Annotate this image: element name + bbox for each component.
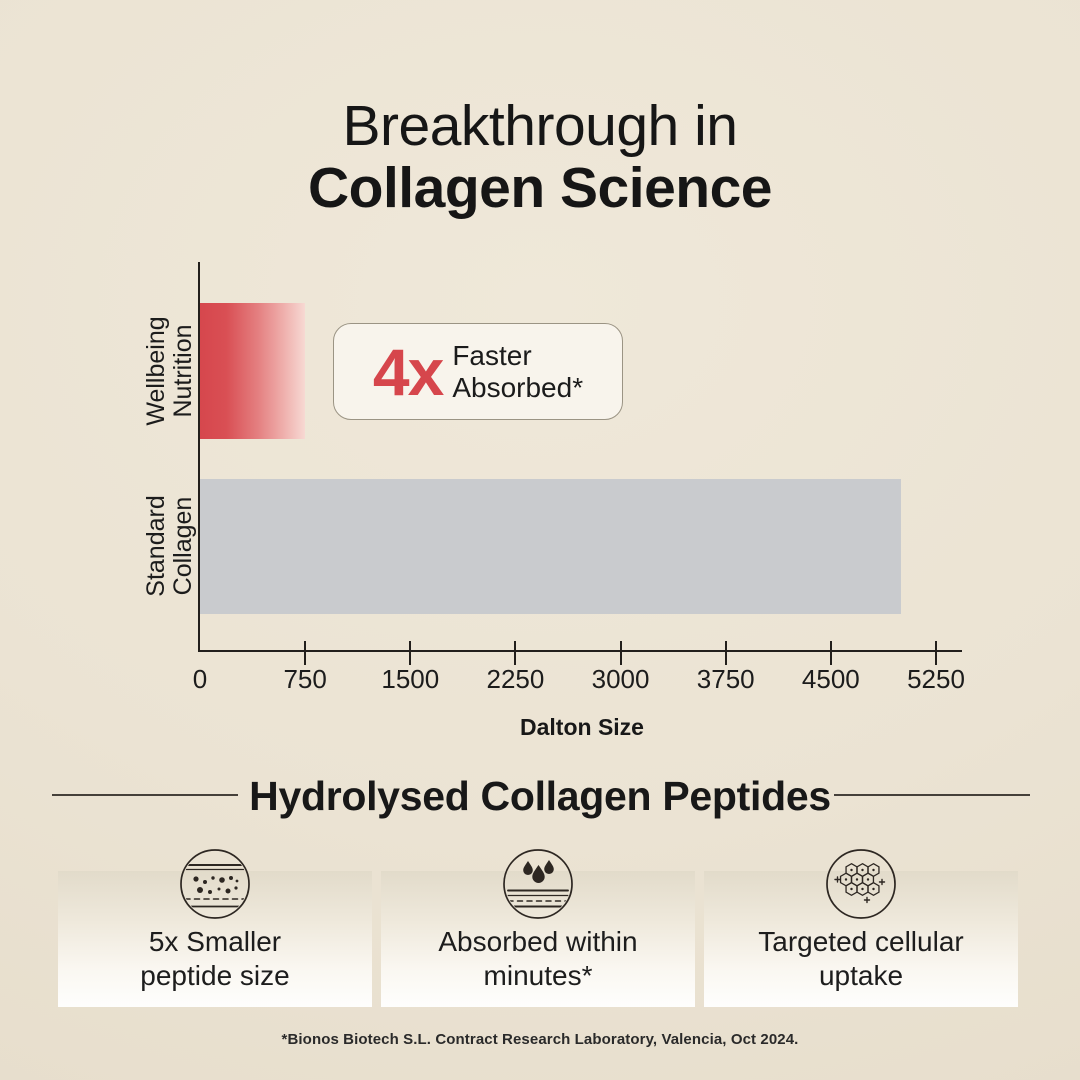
x-tick-label: 3000 [591, 664, 650, 694]
feature-card-label-line1: Absorbed within [438, 926, 638, 957]
x-tick-mark [829, 641, 832, 665]
bar-standard-collagen [200, 479, 901, 614]
y-label-standard-collagen: Standard Collagen [142, 486, 197, 606]
feature-card-absorption: Absorbed within minutes* [381, 849, 695, 1007]
y-label-line: Standard [142, 495, 170, 597]
feature-card-label-line2: uptake [818, 960, 904, 991]
feature-card-label: 5x Smaller peptide size [58, 925, 372, 993]
page-title: Breakthrough in Collagen Science [0, 95, 1080, 219]
feature-card-cellular-uptake: Targeted cellular uptake [704, 849, 1018, 1007]
y-label-line: Wellbeing [142, 316, 170, 426]
y-label-line: Nutrition [169, 324, 197, 418]
x-tick-label: 4500 [801, 664, 860, 694]
section-heading: Hydrolysed Collagen Peptides [249, 773, 831, 819]
bar-wellbeing-nutrition [200, 303, 306, 439]
cellular-uptake-icon [826, 849, 896, 919]
droplets-absorption-icon [503, 849, 573, 919]
feature-card-label-line1: 5x Smaller [148, 926, 282, 957]
skin-peptides-icon [180, 849, 250, 919]
x-tick-label: 3750 [696, 664, 755, 694]
feature-card-peptide-size: 5x Smaller peptide size [58, 849, 372, 1007]
feature-card-label-line2: minutes* [483, 960, 593, 991]
x-tick-mark [935, 641, 937, 665]
feature-card-label-line1: Targeted cellular [758, 926, 964, 957]
x-tick-mark [409, 641, 412, 665]
x-tick-label: 0 [192, 664, 208, 694]
feature-card-label: Targeted cellular uptake [704, 925, 1018, 993]
y-label-wellbeing-nutrition: Wellbeing Nutrition [142, 311, 197, 431]
feature-card-label: Absorbed within minutes* [381, 925, 695, 993]
badge-caption-line1: Faster [452, 339, 532, 371]
y-label-line: Collagen [169, 496, 197, 596]
page-title-line2: Collagen Science [307, 156, 773, 220]
x-tick-mark [619, 641, 622, 665]
divider-line-left [52, 794, 238, 796]
x-axis-title: Dalton Size [520, 714, 644, 740]
x-tick-label: 5250 [907, 664, 965, 694]
x-tick-label: 1500 [381, 664, 440, 694]
divider-line-right [834, 794, 1030, 796]
x-tick-label: 750 [283, 664, 327, 694]
x-tick-mark [724, 641, 727, 665]
x-axis-line [198, 650, 962, 652]
footer-disclaimer: *Bionos Biotech S.L. Contract Research L… [281, 1031, 799, 1048]
badge-multiplier: 4x [372, 334, 444, 409]
feature-card-label-line2: peptide size [140, 960, 290, 991]
x-tick-label: 2250 [486, 664, 545, 694]
badge-caption-line2: Absorbed* [452, 371, 584, 403]
x-tick-mark [514, 641, 517, 665]
badge-caption: Faster Absorbed* [452, 340, 583, 404]
page-title-line1: Breakthrough in [342, 94, 738, 158]
absorption-badge: 4x Faster Absorbed* [333, 323, 623, 420]
x-tick-mark [304, 641, 307, 665]
y-axis-line [198, 262, 200, 652]
